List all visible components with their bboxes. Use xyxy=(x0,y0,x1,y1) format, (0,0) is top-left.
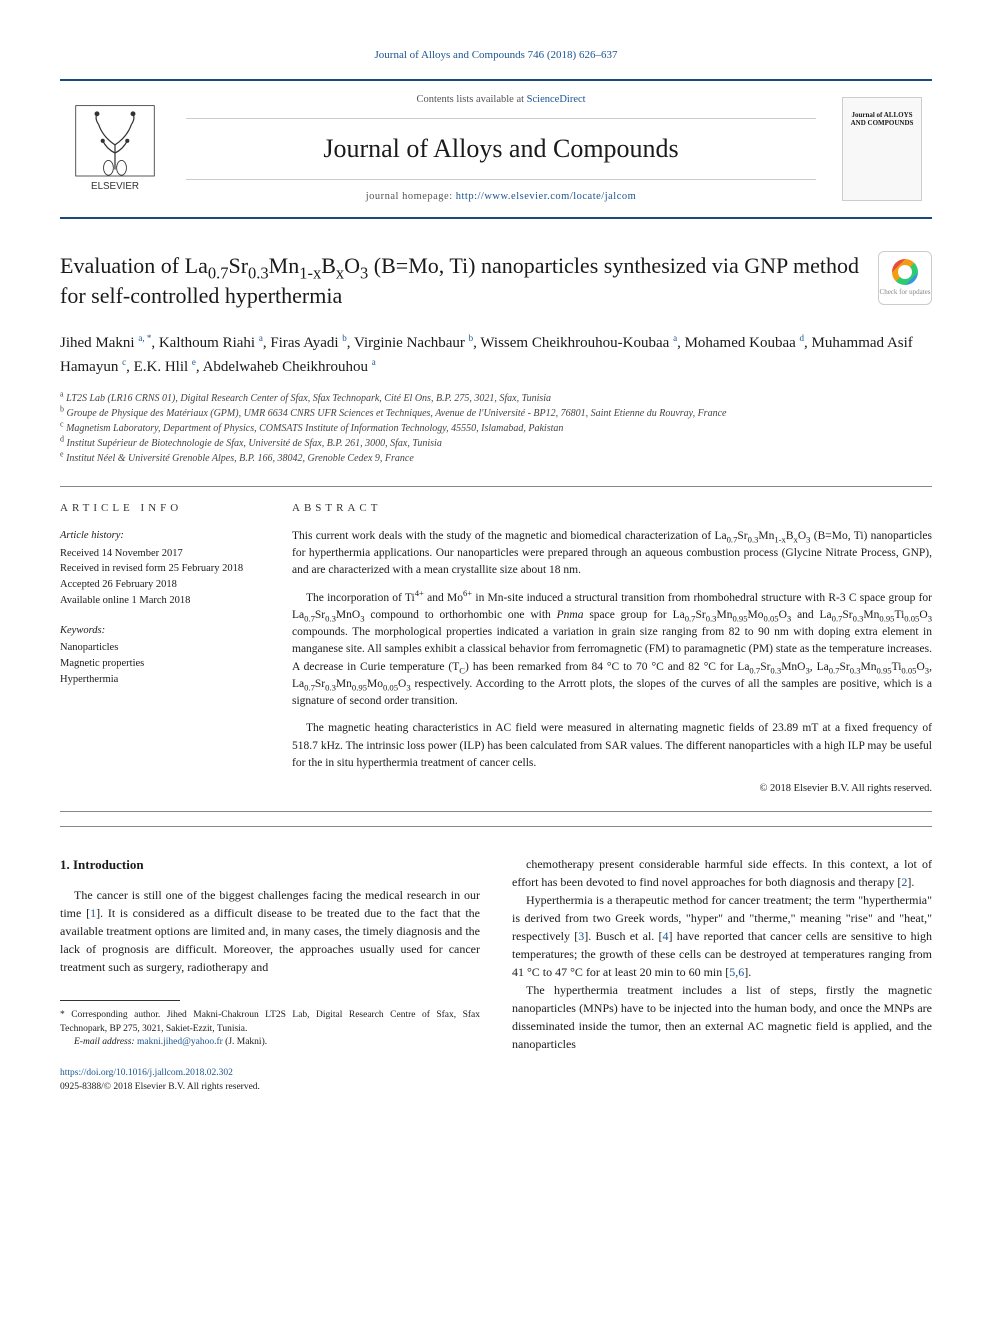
article-history-block: Article history: Received 14 November 20… xyxy=(60,528,260,609)
keyword-line: Nanoparticles xyxy=(60,640,260,656)
divider xyxy=(60,826,932,827)
journal-homepage-line: journal homepage: http://www.elsevier.co… xyxy=(186,179,816,205)
affiliation-line: c Magnetism Laboratory, Department of Ph… xyxy=(60,421,932,436)
abstract-paragraph: The magnetic heating characteristics in … xyxy=(292,720,932,772)
journal-homepage-link[interactable]: http://www.elsevier.com/locate/jalcom xyxy=(456,191,637,202)
crossmark-icon xyxy=(892,259,918,285)
body-paragraph: chemotherapy present considerable harmfu… xyxy=(512,855,932,891)
email-link[interactable]: makni.jihed@yahoo.fr xyxy=(137,1037,223,1047)
doi-link[interactable]: https://doi.org/10.1016/j.jallcom.2018.0… xyxy=(60,1068,233,1078)
doi-block: https://doi.org/10.1016/j.jallcom.2018.0… xyxy=(60,1067,480,1094)
sciencedirect-link[interactable]: ScienceDirect xyxy=(527,94,586,105)
divider xyxy=(60,811,932,812)
body-paragraph: The cancer is still one of the biggest c… xyxy=(60,886,480,976)
elsevier-tree-icon: ELSEVIER xyxy=(70,104,160,194)
affiliation-line: d Institut Supérieur de Biotechnologie d… xyxy=(60,436,932,451)
divider xyxy=(60,486,932,487)
footnote-rule xyxy=(60,1000,180,1001)
svg-text:ELSEVIER: ELSEVIER xyxy=(91,181,139,192)
journal-cover-thumbnail-icon: Journal of ALLOYS AND COMPOUNDS xyxy=(842,97,922,201)
abstract-heading: ABSTRACT xyxy=(292,501,932,516)
top-citation-link[interactable]: Journal of Alloys and Compounds 746 (201… xyxy=(375,49,618,61)
keywords-block: Keywords: NanoparticlesMagnetic properti… xyxy=(60,623,260,688)
history-line: Accepted 26 February 2018 xyxy=(60,577,260,593)
affiliations-list: a LT2S Lab (LR16 CRNS 01), Digital Resea… xyxy=(60,391,932,466)
check-updates-badge[interactable]: Check for updates xyxy=(878,251,932,305)
contents-available-line: Contents lists available at ScienceDirec… xyxy=(186,93,816,119)
history-line: Received in revised form 25 February 201… xyxy=(60,561,260,577)
journal-header: ELSEVIER Contents lists available at Sci… xyxy=(60,79,932,219)
authors-list: Jihed Makni a, *, Kalthoum Riahi a, Fira… xyxy=(60,331,932,379)
history-line: Received 14 November 2017 xyxy=(60,546,260,562)
affiliation-line: b Groupe de Physique des Matériaux (GPM)… xyxy=(60,406,932,421)
body-paragraph: Hyperthermia is a therapeutic method for… xyxy=(512,891,932,981)
journal-title: Journal of Alloys and Compounds xyxy=(186,131,816,167)
abstract-copyright: © 2018 Elsevier B.V. All rights reserved… xyxy=(292,782,932,797)
affiliation-line: a LT2S Lab (LR16 CRNS 01), Digital Resea… xyxy=(60,391,932,406)
article-title: Evaluation of La0.7Sr0.3Mn1-xBxO3 (B=Mo,… xyxy=(60,251,862,310)
article-info-heading: ARTICLE INFO xyxy=(60,501,260,516)
affiliation-line: e Institut Néel & Université Grenoble Al… xyxy=(60,451,932,466)
journal-cover-cell: Journal of ALLOYS AND COMPOUNDS xyxy=(832,81,932,217)
section-1-heading: 1. Introduction xyxy=(60,855,480,875)
email-line: E-mail address: makni.jihed@yahoo.fr (J.… xyxy=(60,1036,480,1049)
body-column-right: chemotherapy present considerable harmfu… xyxy=(512,855,932,1094)
abstract-paragraph: This current work deals with the study o… xyxy=(292,528,932,580)
issn-copyright-line: 0925-8388/© 2018 Elsevier B.V. All right… xyxy=(60,1082,260,1092)
body-column-left: 1. Introduction The cancer is still one … xyxy=(60,855,480,1094)
check-updates-label: Check for updates xyxy=(880,288,931,298)
history-line: Available online 1 March 2018 xyxy=(60,593,260,609)
footnotes: * Corresponding author. Jihed Makni-Chak… xyxy=(60,1009,480,1049)
keyword-line: Hyperthermia xyxy=(60,672,260,688)
corresponding-author-note: * Corresponding author. Jihed Makni-Chak… xyxy=(60,1009,480,1036)
body-paragraph: The hyperthermia treatment includes a li… xyxy=(512,981,932,1053)
publisher-logo-cell: ELSEVIER xyxy=(60,81,170,217)
keyword-line: Magnetic properties xyxy=(60,656,260,672)
abstract-paragraph: The incorporation of Ti4+ and Mo6+ in Mn… xyxy=(292,590,932,711)
abstract-text: This current work deals with the study o… xyxy=(292,528,932,772)
top-citation: Journal of Alloys and Compounds 746 (201… xyxy=(60,48,932,63)
